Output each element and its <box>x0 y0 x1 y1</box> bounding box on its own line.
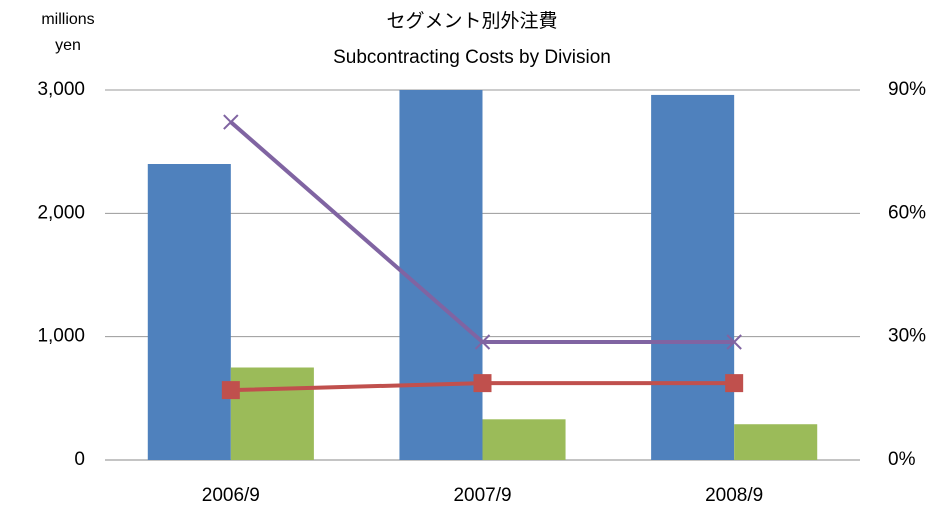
y2-tick-label: 90% <box>888 79 926 100</box>
y-tick-label: 2,000 <box>37 202 85 223</box>
chart-subtitle: Subcontracting Costs by Division <box>333 47 611 68</box>
bar <box>651 94 735 460</box>
y2-tick-label: 0% <box>888 449 916 470</box>
marker <box>223 114 239 130</box>
marker <box>725 374 744 393</box>
chart-title: セグメント別外注費 <box>386 10 557 32</box>
y-tick-label: 3,000 <box>37 79 85 100</box>
marker <box>726 334 742 350</box>
marker <box>221 381 240 400</box>
bar <box>230 367 314 460</box>
x-tick-label: 2006/9 <box>202 485 260 505</box>
bar <box>147 164 231 460</box>
bar <box>482 419 566 460</box>
bar <box>734 424 818 460</box>
y-axis-label: millions <box>41 11 94 28</box>
x-tick-label: 2008/9 <box>705 485 763 505</box>
y2-tick-label: 30% <box>888 326 926 347</box>
marker <box>474 334 491 350</box>
y2-tick-label: 60% <box>888 202 926 223</box>
bar <box>399 90 483 460</box>
x-tick-label: 2007/9 <box>453 485 511 505</box>
y-tick-label: 1,000 <box>37 326 85 347</box>
y-tick-label: 0 <box>74 449 85 470</box>
marker <box>473 374 492 393</box>
y-axis-label: yen <box>55 37 81 54</box>
